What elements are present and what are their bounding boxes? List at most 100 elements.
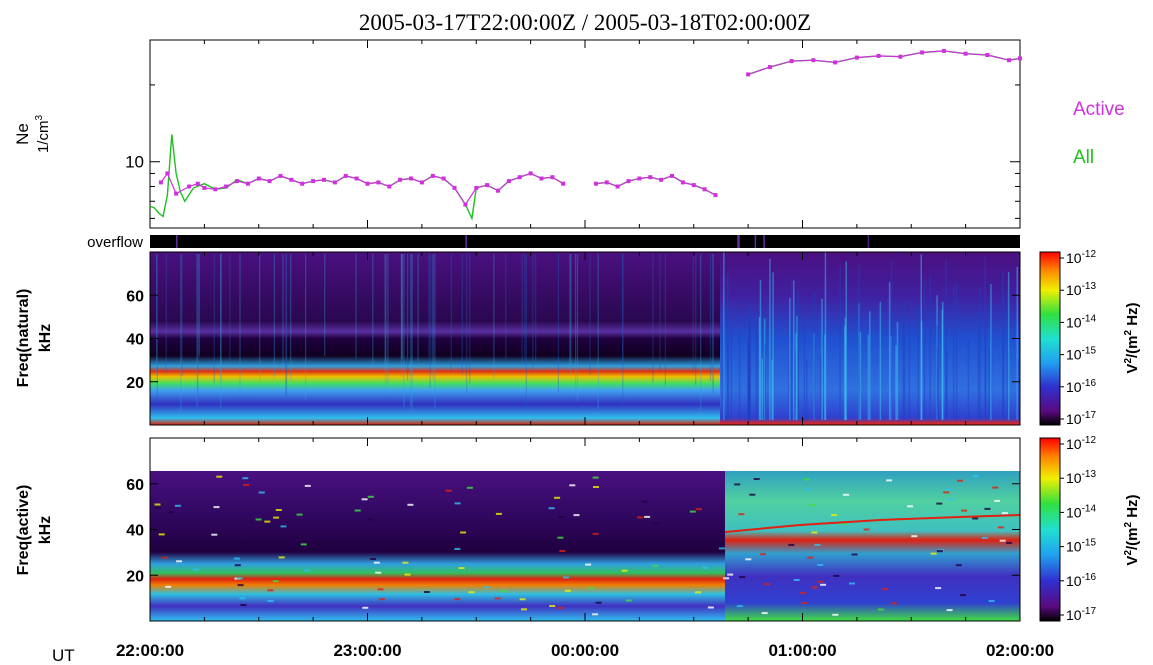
data-point-active-2-12 xyxy=(1007,58,1012,63)
data-point-active-0-1 xyxy=(165,171,170,176)
active-cell-153 xyxy=(723,577,730,580)
active-cell-39 xyxy=(882,588,889,591)
active-spectrogram-right xyxy=(725,471,1020,621)
data-point-active-0-32 xyxy=(496,188,500,193)
active-cell-32 xyxy=(494,597,501,600)
natural-streak-right-31 xyxy=(794,354,796,420)
natural-streak-left-9 xyxy=(259,254,261,380)
natural-streak-left-10 xyxy=(532,254,534,371)
data-point-active-0-5 xyxy=(202,185,207,190)
natural-streak-right-54 xyxy=(755,323,757,420)
natural-streak-right-77 xyxy=(748,302,751,420)
data-point-active-1-9 xyxy=(691,183,696,188)
active-cell-151 xyxy=(378,598,385,601)
data-point-active-0-31 xyxy=(485,183,490,188)
natural-streak-right-87 xyxy=(757,332,759,420)
natural-streak-right-88 xyxy=(749,305,751,420)
natural-streak-left-56 xyxy=(411,254,413,413)
active-cb-label-end: Hz) xyxy=(1124,494,1141,522)
natural-cbtick-exp-5: -17 xyxy=(1082,410,1097,421)
natural-streak-right-9 xyxy=(788,317,790,420)
active-cell-27 xyxy=(569,484,576,487)
active-cell-89 xyxy=(1006,541,1013,544)
active-cbtick-base-1: 10 xyxy=(1066,470,1082,486)
natural-streak-left-6 xyxy=(469,254,471,384)
series-line-active-2 xyxy=(747,50,1021,75)
natural-ytick-label-1: 40 xyxy=(126,332,144,349)
natural-spectrogram-right xyxy=(720,252,1020,425)
natural-cbtick-base-3: 10 xyxy=(1066,347,1082,363)
data-point-active-2-2 xyxy=(789,59,794,64)
active-cell-59 xyxy=(955,564,962,567)
active-cell-145 xyxy=(738,513,745,516)
active-cell-124 xyxy=(997,526,1004,529)
active-cell-22 xyxy=(233,557,240,560)
active-cell-86 xyxy=(174,504,181,507)
active-cell-6 xyxy=(840,522,847,525)
active-cell-132 xyxy=(454,598,461,601)
data-point-active-1-2 xyxy=(615,184,620,189)
density-y-ticks: 10 xyxy=(125,39,1020,219)
active-cell-42 xyxy=(267,589,274,592)
natural-colorbar-label: V2/(m2 Hz) xyxy=(1123,302,1141,373)
natural-streak-left-46 xyxy=(156,254,158,400)
natural-streak-right-22 xyxy=(1006,293,1009,420)
natural-streak-left-53 xyxy=(664,254,666,386)
natural-streak-left-52 xyxy=(400,254,402,377)
natural-ytick-label-2: 60 xyxy=(126,288,144,305)
active-cell-79 xyxy=(805,488,812,491)
active-x-ticks xyxy=(149,438,1021,621)
active-cell-50 xyxy=(460,531,467,534)
active-cell-38 xyxy=(843,493,850,496)
natural-cbtick-base-1: 10 xyxy=(1066,282,1082,298)
active-cell-40 xyxy=(559,550,566,552)
active-cell-143 xyxy=(362,606,369,609)
natural-streak-left-49 xyxy=(355,254,357,359)
natural-streak-left-44 xyxy=(505,254,507,360)
natural-streak-right-0 xyxy=(790,278,793,420)
active-cell-37 xyxy=(946,488,952,491)
data-point-active-0-20 xyxy=(365,181,370,186)
active-y-label-line2: kHz xyxy=(37,516,54,544)
active-cell-106 xyxy=(240,604,247,606)
natural-streak-right-47 xyxy=(1002,294,1005,420)
natural-streak-left-1 xyxy=(290,254,292,381)
data-point-active-0-35 xyxy=(528,171,533,176)
active-cell-105 xyxy=(911,535,918,538)
data-point-active-1-4 xyxy=(637,176,642,181)
active-cell-91 xyxy=(734,483,741,486)
natural-streak-left-63 xyxy=(403,254,405,407)
natural-streak-right-80 xyxy=(793,280,795,420)
natural-streak-right-38 xyxy=(722,306,724,420)
active-cbtick-label-5: 10-17 xyxy=(1066,606,1096,623)
active-cell-71 xyxy=(500,590,507,593)
natural-streak-right-79 xyxy=(795,333,797,420)
active-cell-11 xyxy=(760,553,766,556)
active-cell-103 xyxy=(375,571,382,574)
natural-streak-left-20 xyxy=(692,254,694,374)
active-cell-120 xyxy=(213,506,220,509)
data-point-active-0-21 xyxy=(376,180,381,185)
active-ytick-label-1: 40 xyxy=(126,523,144,540)
active-cell-30 xyxy=(458,567,465,570)
data-point-active-0-0 xyxy=(158,180,163,185)
natural-streak-left-51 xyxy=(324,254,326,356)
active-cell-139 xyxy=(162,556,168,559)
natural-streak-right-4 xyxy=(747,342,749,420)
active-cell-87 xyxy=(981,536,988,539)
active-cb-label-mid-exp: 2 xyxy=(1123,521,1134,527)
natural-streak-left-58 xyxy=(597,254,599,409)
x-tick-label-1: 23:00:00 xyxy=(333,641,401,660)
legend-entry-active: Active xyxy=(1073,99,1125,120)
data-point-active-2-10 xyxy=(963,51,968,56)
natural-streak-right-18 xyxy=(803,321,806,420)
natural-streak-left-25 xyxy=(700,254,702,410)
natural-streak-right-5 xyxy=(796,315,798,420)
natural-streak-right-42 xyxy=(771,359,773,420)
active-cell-24 xyxy=(878,608,884,611)
data-point-active-1-7 xyxy=(670,173,674,178)
natural-streak-right-19 xyxy=(769,258,771,420)
active-cell-61 xyxy=(803,478,810,481)
natural-streak-left-14 xyxy=(197,254,199,410)
